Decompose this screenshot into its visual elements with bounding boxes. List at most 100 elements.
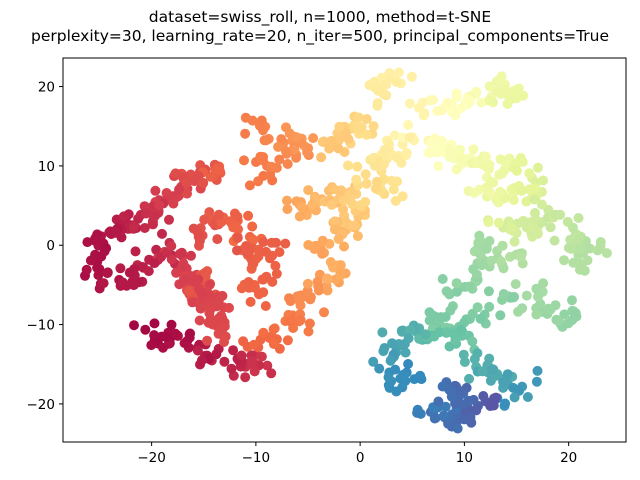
data-point (284, 128, 295, 139)
data-point (294, 295, 305, 306)
data-point (149, 330, 160, 341)
data-point (371, 160, 382, 171)
data-point (302, 278, 313, 289)
data-point (232, 232, 243, 243)
data-point (308, 133, 319, 144)
data-point (456, 153, 466, 164)
data-point (284, 293, 294, 304)
y-tick-label: 0 (46, 238, 55, 254)
data-point (161, 332, 172, 342)
data-point (377, 327, 388, 338)
data-point (219, 356, 230, 367)
data-point (370, 183, 381, 194)
plot-area-frame (62, 57, 627, 443)
data-point (339, 241, 349, 252)
data-point (200, 271, 211, 282)
data-point (226, 363, 237, 374)
data-point (475, 313, 486, 324)
data-point (417, 97, 428, 108)
data-point (506, 222, 516, 233)
data-point (166, 241, 177, 251)
x-tick-label: 20 (560, 450, 577, 466)
data-point (170, 168, 181, 179)
data-point (124, 267, 135, 278)
data-point (567, 295, 577, 306)
data-point (403, 359, 414, 369)
data-point (391, 386, 402, 397)
data-point (220, 331, 231, 342)
data-point (429, 311, 440, 322)
data-point (194, 315, 205, 326)
data-point (189, 276, 200, 287)
data-point (464, 281, 475, 292)
data-point (141, 208, 152, 219)
y-tick-label: 20 (38, 80, 55, 96)
data-point (437, 136, 447, 146)
data-point (129, 320, 139, 331)
data-point (85, 255, 96, 266)
data-point (476, 97, 487, 108)
data-point (533, 291, 543, 302)
data-point (475, 249, 486, 260)
data-points (80, 67, 612, 434)
data-point (549, 235, 560, 246)
data-point (256, 351, 267, 362)
data-point (303, 326, 314, 337)
data-point (171, 267, 182, 278)
data-point (412, 407, 423, 418)
data-point (248, 339, 259, 350)
data-point (388, 184, 399, 195)
data-point (211, 349, 222, 360)
data-point (390, 364, 401, 375)
data-point (379, 144, 390, 155)
data-point (303, 240, 314, 250)
data-point (157, 228, 167, 239)
data-point (244, 180, 255, 191)
data-point (268, 324, 279, 335)
data-point (481, 243, 492, 254)
data-point (484, 95, 495, 106)
data-point (494, 74, 505, 85)
data-point (232, 245, 242, 256)
data-point (446, 385, 457, 396)
y-tick-label: 10 (38, 159, 55, 175)
data-point (329, 216, 340, 227)
data-point (521, 290, 532, 301)
data-point (343, 160, 353, 171)
data-point (404, 98, 415, 109)
data-point (291, 152, 302, 163)
data-point (352, 161, 363, 172)
data-point (406, 71, 417, 82)
data-point (509, 236, 520, 247)
data-point (495, 256, 506, 267)
data-point (427, 95, 438, 105)
data-point (360, 169, 371, 180)
data-point (568, 222, 578, 233)
data-point (489, 393, 500, 404)
data-point (441, 286, 452, 297)
data-point (368, 356, 379, 367)
data-point (484, 301, 495, 312)
data-point (260, 301, 271, 311)
x-tick-label: −10 (242, 450, 271, 466)
data-point (478, 391, 489, 401)
data-point (494, 169, 505, 180)
data-point (146, 340, 157, 351)
data-point (236, 283, 247, 294)
data-point (213, 209, 224, 220)
data-point (257, 274, 268, 285)
data-point (456, 324, 467, 335)
data-point (494, 188, 505, 199)
data-point (333, 234, 344, 244)
data-point (425, 138, 436, 148)
data-point (396, 325, 407, 336)
data-point (303, 143, 314, 154)
data-point (102, 268, 113, 279)
data-point (378, 159, 389, 170)
data-point (339, 195, 349, 206)
data-point (518, 90, 529, 101)
data-point (93, 270, 104, 281)
y-tick-label: −20 (27, 397, 56, 413)
data-point (170, 328, 181, 339)
